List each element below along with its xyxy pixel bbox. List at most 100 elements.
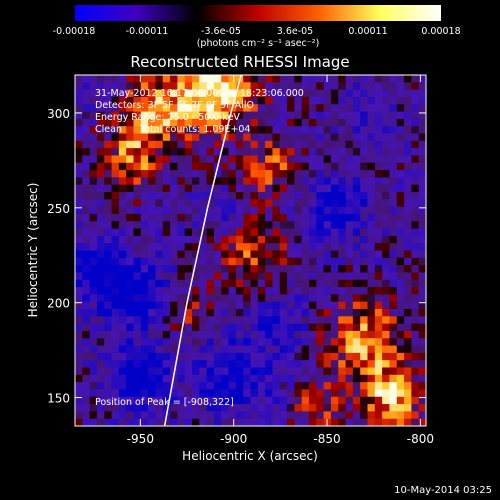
heatmap-cell <box>199 199 208 208</box>
heatmap-cell <box>404 184 412 193</box>
heatmap-cell <box>82 162 91 171</box>
heatmap-cell <box>374 126 383 134</box>
heatmap-cell <box>133 96 142 105</box>
heatmap-cell <box>148 257 156 266</box>
heatmap-cell <box>111 155 120 164</box>
heatmap-cell <box>155 294 164 303</box>
heatmap-cell <box>162 345 171 354</box>
heatmap-cell <box>111 133 120 142</box>
heatmap-cell <box>294 396 303 405</box>
heatmap-cell <box>411 243 420 251</box>
heatmap-cell <box>82 250 91 259</box>
heatmap-cell <box>309 294 317 303</box>
heatmap-cell <box>411 316 420 325</box>
heatmap-cell <box>345 294 354 303</box>
heatmap-cell <box>345 235 354 244</box>
heatmap-cell <box>162 404 171 412</box>
heatmap-cell <box>250 418 259 426</box>
heatmap-cell <box>199 213 208 222</box>
heatmap-cell <box>404 140 412 149</box>
heatmap-cell <box>206 140 215 149</box>
heatmap-cell <box>75 418 83 426</box>
heatmap-cell <box>111 352 120 361</box>
heatmap-cell <box>301 213 310 222</box>
heatmap-cell <box>374 118 383 127</box>
heatmap-cell <box>213 279 222 288</box>
heatmap-cell <box>192 360 200 368</box>
heatmap-cell <box>323 126 332 134</box>
heatmap-cell <box>213 265 222 273</box>
heatmap-cell <box>396 345 405 354</box>
heatmap-cell <box>133 396 142 405</box>
heatmap-cell <box>323 228 332 237</box>
heatmap-cell <box>411 221 420 229</box>
heatmap-cell <box>301 170 310 178</box>
heatmap-cell <box>206 104 215 112</box>
heatmap-cell <box>82 418 91 426</box>
heatmap-cell <box>287 82 295 91</box>
heatmap-cell <box>330 221 339 229</box>
heatmap-cell <box>272 148 281 156</box>
heatmap-cell <box>309 148 317 156</box>
heatmap-cell <box>177 345 186 354</box>
heatmap-cell <box>162 374 171 383</box>
heatmap-cell <box>104 148 112 156</box>
heatmap-cell <box>396 279 405 288</box>
heatmap-cell <box>279 316 288 325</box>
heatmap-cell <box>338 367 346 376</box>
heatmap-cell <box>396 82 405 91</box>
heatmap-cell <box>104 338 112 346</box>
heatmap-cell <box>352 287 361 295</box>
heatmap-cell <box>257 184 266 193</box>
heatmap-cell <box>184 111 193 120</box>
heatmap-cell <box>89 287 98 295</box>
heatmap-cell <box>148 287 156 295</box>
heatmap-cell <box>148 148 156 156</box>
heatmap-cell <box>104 221 112 229</box>
heatmap-cell <box>170 323 178 332</box>
heatmap-cell <box>104 265 112 273</box>
heatmap-cell <box>118 126 127 134</box>
heatmap-cell <box>235 404 244 412</box>
heatmap-cell <box>396 118 405 127</box>
heatmap-cell <box>133 374 142 383</box>
heatmap-cell <box>206 323 215 332</box>
heatmap-cell <box>265 228 273 237</box>
heatmap-cell <box>162 148 171 156</box>
heatmap-cell <box>89 221 98 229</box>
heatmap-cell <box>418 287 426 295</box>
heatmap-cell <box>389 294 398 303</box>
heatmap-cell <box>389 89 398 98</box>
heatmap-cell <box>192 287 200 295</box>
heatmap-cell <box>192 294 200 303</box>
heatmap-cell <box>213 367 222 376</box>
heatmap-cell <box>396 162 405 171</box>
heatmap-cell <box>140 75 149 83</box>
heatmap-cell <box>352 235 361 244</box>
heatmap-cell <box>140 374 149 383</box>
heatmap-cell <box>301 367 310 376</box>
heatmap-cell <box>89 279 98 288</box>
heatmap-cell <box>199 301 208 310</box>
heatmap-cell <box>184 287 193 295</box>
heatmap-cell <box>265 89 273 98</box>
heatmap-cell <box>206 345 215 354</box>
heatmap-cell <box>104 352 112 361</box>
heatmap-cell <box>265 316 273 325</box>
heatmap-cell <box>374 250 383 259</box>
heatmap-cell <box>352 192 361 200</box>
heatmap-cell <box>345 374 354 383</box>
heatmap-cell <box>396 148 405 156</box>
heatmap-cell <box>235 104 244 112</box>
heatmap-cell <box>330 279 339 288</box>
heatmap-cell <box>257 82 266 91</box>
heatmap-cell <box>140 279 149 288</box>
heatmap-cell <box>184 162 193 171</box>
heatmap-cell <box>367 221 376 229</box>
heatmap-cell <box>89 330 98 339</box>
heatmap-cell <box>75 213 83 222</box>
heatmap-cell <box>126 148 134 156</box>
heatmap-cell <box>294 389 303 398</box>
heatmap-cell <box>243 330 251 339</box>
heatmap-cell <box>330 118 339 127</box>
